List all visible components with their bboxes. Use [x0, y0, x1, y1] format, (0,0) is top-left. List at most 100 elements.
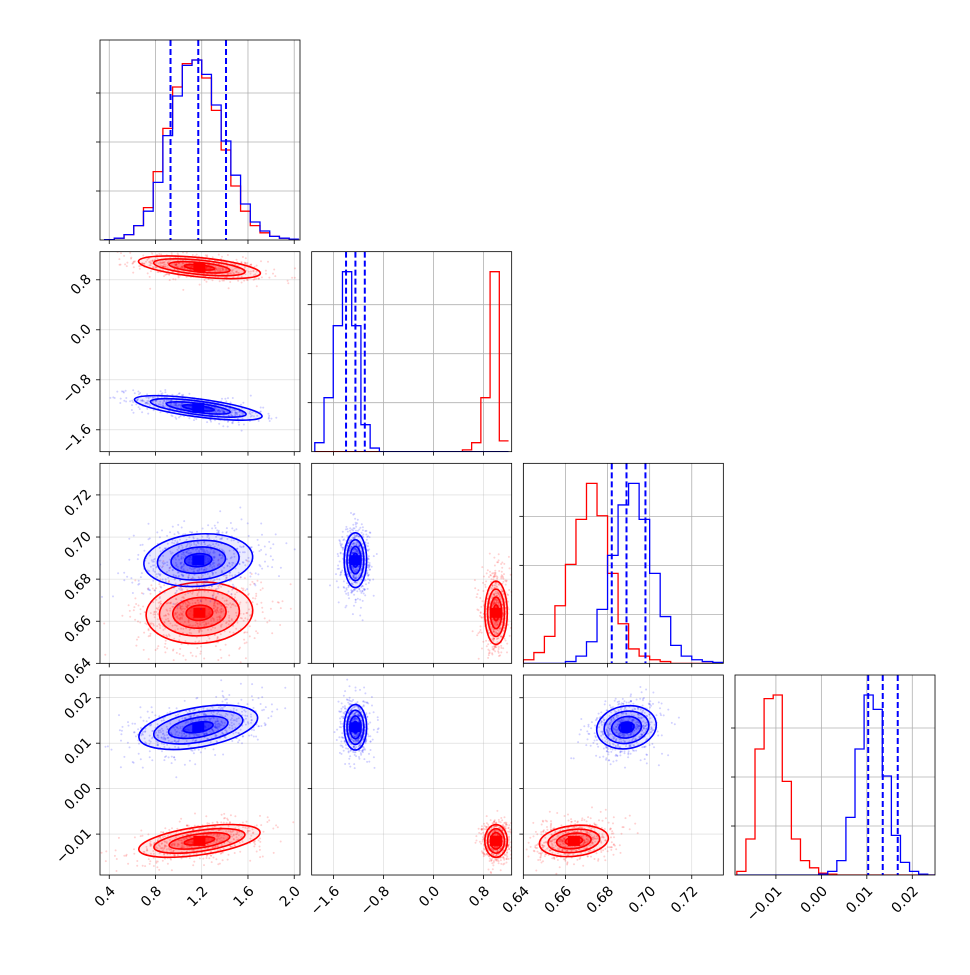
- sample-point: [256, 285, 258, 287]
- sample-point: [220, 821, 222, 823]
- sample-point: [290, 583, 292, 585]
- sample-point: [183, 520, 185, 522]
- sample-point: [143, 720, 145, 722]
- sample-point: [142, 593, 144, 595]
- sample-point: [357, 598, 359, 600]
- sample-point: [223, 813, 225, 815]
- sample-point: [243, 639, 245, 641]
- sample-point: [347, 586, 349, 588]
- sample-point: [498, 664, 500, 666]
- sample-point: [126, 576, 128, 578]
- sample-point: [214, 525, 216, 527]
- sample-point: [156, 531, 158, 533]
- sample-point: [342, 531, 344, 533]
- sample-point: [166, 535, 168, 537]
- sample-point: [248, 735, 250, 737]
- sample-point: [257, 539, 259, 541]
- sample-point: [503, 563, 505, 565]
- sample-point: [222, 690, 224, 692]
- sample-point: [166, 647, 168, 649]
- sample-point: [134, 619, 136, 621]
- sample-point: [131, 409, 133, 411]
- sample-point: [268, 819, 270, 821]
- sample-point: [258, 420, 260, 422]
- sample-point: [163, 759, 165, 761]
- sample-point: [491, 578, 493, 580]
- y-tick-label: 0.64: [61, 655, 94, 688]
- sample-point: [491, 572, 493, 574]
- sample-point: [234, 852, 236, 854]
- sample-point: [244, 631, 246, 633]
- sample-point: [345, 528, 347, 530]
- sample-point: [506, 651, 508, 653]
- sample-point: [262, 611, 264, 613]
- sample-point: [240, 661, 242, 663]
- sample-point: [134, 260, 136, 262]
- sample-point: [239, 851, 241, 853]
- sample-point: [123, 855, 125, 857]
- sample-point: [161, 529, 163, 531]
- sample-point: [509, 635, 511, 637]
- sample-point: [211, 861, 213, 863]
- sample-point: [476, 609, 478, 611]
- sample-point: [137, 728, 139, 730]
- sample-point: [179, 392, 181, 394]
- sample-point: [249, 635, 251, 637]
- sample-point: [163, 275, 165, 277]
- sample-point: [137, 584, 139, 586]
- sample-point: [365, 583, 367, 585]
- sample-point: [481, 648, 483, 650]
- sample-point: [356, 522, 358, 524]
- sample-point: [260, 260, 262, 262]
- sample-point: [135, 645, 137, 647]
- sample-point: [151, 253, 153, 255]
- sample-point: [254, 584, 256, 586]
- sample-point: [477, 589, 479, 591]
- sample-point: [235, 528, 237, 530]
- sample-point: [482, 641, 484, 643]
- sample-point: [160, 253, 162, 255]
- sample-point: [256, 851, 258, 853]
- sample-point: [214, 599, 216, 601]
- sample-point: [170, 597, 172, 599]
- sample-point: [259, 846, 261, 848]
- sample-point: [355, 530, 357, 532]
- panel-2-2: [519, 463, 723, 667]
- sample-point: [355, 599, 357, 601]
- sample-point: [174, 533, 176, 535]
- sample-point: [489, 574, 491, 576]
- sample-point: [362, 600, 364, 602]
- sample-point: [337, 568, 339, 570]
- sample-point: [172, 415, 174, 417]
- y-tick-label: 0.8: [68, 271, 95, 298]
- sample-point: [256, 603, 258, 605]
- sample-point: [180, 600, 182, 602]
- sample-point: [149, 860, 151, 862]
- sample-point: [368, 555, 370, 557]
- sample-point: [166, 273, 168, 275]
- sample-point: [476, 593, 478, 595]
- sample-point: [141, 572, 143, 574]
- panel-2-0: 0.640.660.680.700.72: [61, 463, 314, 688]
- sample-point: [133, 412, 135, 414]
- y-tick-label: 0.70: [61, 529, 94, 562]
- sample-point: [249, 860, 251, 862]
- sample-point: [491, 654, 493, 656]
- sample-point: [175, 592, 177, 594]
- sample-point: [173, 587, 175, 589]
- sample-point: [181, 588, 183, 590]
- panel-1-1: [308, 252, 512, 456]
- sample-point: [159, 591, 161, 593]
- sample-point: [218, 254, 220, 256]
- sample-point: [119, 264, 121, 266]
- sample-point: [138, 636, 140, 638]
- sample-point: [264, 724, 266, 726]
- sample-point: [376, 553, 378, 555]
- sample-point: [223, 817, 225, 819]
- sample-point: [201, 587, 203, 589]
- sample-point: [362, 533, 364, 535]
- sample-point: [70, 251, 72, 253]
- sample-point: [101, 852, 103, 854]
- sample-point: [101, 596, 103, 598]
- panel-plot-area: [95, 463, 314, 668]
